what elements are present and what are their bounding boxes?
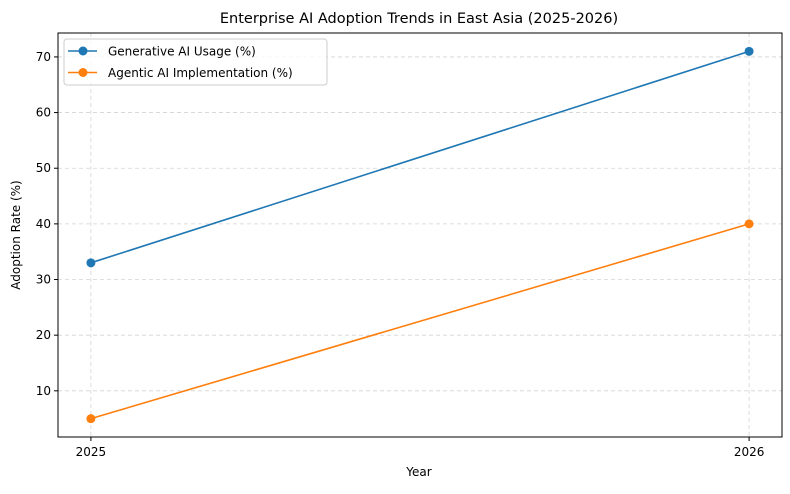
- y-tick-label: 60: [36, 106, 51, 120]
- x-tick-label: 2025: [76, 445, 107, 459]
- plot-frame: [57, 32, 783, 438]
- x-axis: 2025 2026: [76, 437, 765, 459]
- y-tick-label: 50: [36, 161, 51, 175]
- legend-frame: [63, 38, 328, 86]
- x-axis-label: Year: [405, 465, 431, 479]
- y-axis: 10 20 30 40 50 60 70: [36, 50, 58, 398]
- y-tick-label: 20: [36, 328, 51, 342]
- legend-marker: [78, 68, 88, 77]
- y-tick-label: 30: [36, 273, 51, 287]
- y-axis-label: Adoption Rate (%): [9, 180, 23, 289]
- data-point: [744, 219, 754, 229]
- legend-label: Agentic AI Implementation (%): [108, 66, 293, 80]
- y-tick-label: 70: [36, 50, 51, 64]
- y-tick-label: 10: [36, 384, 51, 398]
- x-tick-label: 2026: [734, 445, 765, 459]
- data-point: [744, 46, 754, 56]
- data-point: [86, 258, 96, 268]
- legend-label: Generative AI Usage (%): [108, 45, 256, 59]
- series-line-1: [90, 223, 750, 420]
- legend: Generative AI Usage (%) Agentic AI Implem…: [63, 38, 328, 86]
- legend-marker: [78, 46, 88, 56]
- data-point: [86, 414, 96, 424]
- chart-title: Enterprise AI Adoption Trends in East As…: [220, 11, 618, 27]
- grid: [58, 33, 782, 437]
- y-tick-label: 40: [36, 217, 51, 231]
- series-group: [86, 46, 754, 424]
- series-line-0: [90, 50, 750, 264]
